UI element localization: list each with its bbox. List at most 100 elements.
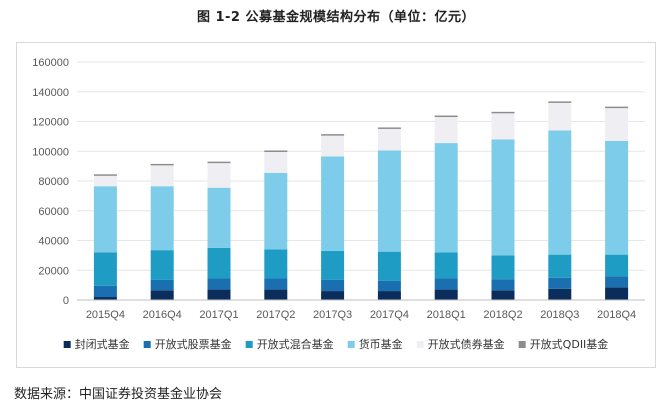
legend-label: 货币基金 <box>359 337 403 351</box>
bar-segment <box>377 150 401 252</box>
legend-label: 封闭式基金 <box>75 337 130 351</box>
bar-segment <box>207 163 231 188</box>
x-tick-label: 2017Q3 <box>313 309 352 321</box>
chart-title: 图 1-2 公募基金规模结构分布（单位：亿元） <box>196 10 476 25</box>
bar-segment <box>321 279 345 292</box>
stacked-bar-chart: 0 20000 40000 60000 80000 100000 120000 140000 1… <box>32 57 645 351</box>
bar-segment <box>377 127 401 129</box>
x-tick-label: 2015Q4 <box>86 309 125 321</box>
bar-segment <box>377 291 401 300</box>
bar-segment <box>93 174 117 176</box>
legend-swatch <box>63 341 71 348</box>
bar-segment <box>150 290 174 300</box>
x-tick-label: 2017Q1 <box>199 309 238 321</box>
data-source-note: 数据来源：中国证券投资基金业协会 <box>14 387 223 402</box>
y-tick-label: 0 <box>63 295 69 307</box>
bar-segment <box>434 289 458 300</box>
legend: 封闭式基金 开放式股票基金 开放式混合基金 货币基金 开放式债券基金 开放式QDII基金 <box>63 337 609 351</box>
bar-segment <box>605 140 629 255</box>
bar-segment <box>93 297 117 300</box>
bar-segment <box>548 288 572 300</box>
bar-segment <box>93 186 117 253</box>
legend-swatch <box>518 341 526 348</box>
legend-item: 开放式混合基金 <box>245 337 334 351</box>
bar-segment <box>548 254 572 278</box>
bar-segment <box>491 290 515 300</box>
bar-segment <box>264 289 288 300</box>
x-tick-label: 2018Q4 <box>597 309 636 321</box>
bar-segment <box>491 113 515 140</box>
bar-segment <box>93 175 117 187</box>
y-tick-label: 80000 <box>38 176 69 188</box>
legend-item: 封闭式基金 <box>63 337 130 351</box>
x-tick-label: 2018Q1 <box>427 309 466 321</box>
x-tick-label: 2016Q4 <box>143 309 182 321</box>
legend-label: 开放式债券基金 <box>428 337 505 351</box>
legend-label: 开放式股票基金 <box>155 337 232 351</box>
bar-segment <box>491 139 515 256</box>
bar-segment <box>207 289 231 300</box>
bar-segment <box>321 291 345 300</box>
x-tick-label: 2018Q2 <box>483 309 522 321</box>
bars <box>93 101 629 300</box>
bar-segment <box>150 279 174 291</box>
x-tick-label: 2017Q4 <box>370 309 409 321</box>
bar-segment <box>434 278 458 290</box>
bar-segment <box>491 279 515 291</box>
y-tick-label: 140000 <box>32 87 69 99</box>
legend-label: 开放式混合基金 <box>257 337 334 351</box>
bar-segment <box>207 187 231 248</box>
y-tick-label: 40000 <box>38 236 69 248</box>
bar-segment <box>377 280 401 292</box>
y-axis-ticks: 0 20000 40000 60000 80000 100000 120000 140000 1… <box>32 57 69 307</box>
bar-segment <box>377 128 401 151</box>
bar-segment <box>605 254 629 277</box>
bar-segment <box>264 172 288 250</box>
bar-segment <box>605 106 629 109</box>
bar-segment <box>150 165 174 187</box>
legend-item: 开放式QDII基金 <box>518 337 609 351</box>
chart-panel: 0 20000 40000 60000 80000 100000 120000 140000 1… <box>16 42 656 368</box>
legend-swatch <box>416 341 424 348</box>
bar-segment <box>434 252 458 279</box>
bar-segment <box>434 117 458 144</box>
bar-segment <box>264 151 288 173</box>
bar-segment <box>207 247 231 279</box>
bar-segment <box>548 277 572 289</box>
bar-segment <box>207 278 231 290</box>
y-tick-label: 20000 <box>38 265 69 277</box>
legend-swatch <box>347 341 355 348</box>
legend-swatch <box>245 341 253 348</box>
bar-segment <box>93 285 117 298</box>
bar-segment <box>264 278 288 290</box>
bar-segment <box>264 150 288 152</box>
bar-segment <box>321 134 345 136</box>
bar-segment <box>150 186 174 251</box>
legend-item: 开放式股票基金 <box>143 337 232 351</box>
legend-label: 开放式QDII基金 <box>530 337 609 351</box>
legend-item: 货币基金 <box>347 337 403 351</box>
legend-swatch <box>143 341 151 348</box>
bar-segment <box>321 135 345 157</box>
bar-segment <box>207 161 231 164</box>
bar-segment <box>321 250 345 280</box>
bar-segment <box>491 111 515 114</box>
bar-segment <box>434 115 458 118</box>
bar-segment <box>150 250 174 280</box>
y-tick-label: 100000 <box>32 146 69 158</box>
bar-segment <box>264 249 288 279</box>
bar-segment <box>93 252 117 286</box>
bar-segment <box>605 108 629 141</box>
x-tick-label: 2018Q3 <box>540 309 579 321</box>
bar-segment <box>377 251 401 281</box>
bar-segment <box>605 276 629 288</box>
y-tick-label: 60000 <box>38 206 69 218</box>
legend-item: 开放式债券基金 <box>416 337 505 351</box>
bar-segment <box>548 130 572 255</box>
bar-segment <box>491 255 515 280</box>
bar-segment <box>321 156 345 251</box>
bar-segment <box>548 101 572 103</box>
bar-segment <box>605 287 629 300</box>
bar-segment <box>150 163 174 166</box>
y-tick-label: 160000 <box>32 57 69 69</box>
